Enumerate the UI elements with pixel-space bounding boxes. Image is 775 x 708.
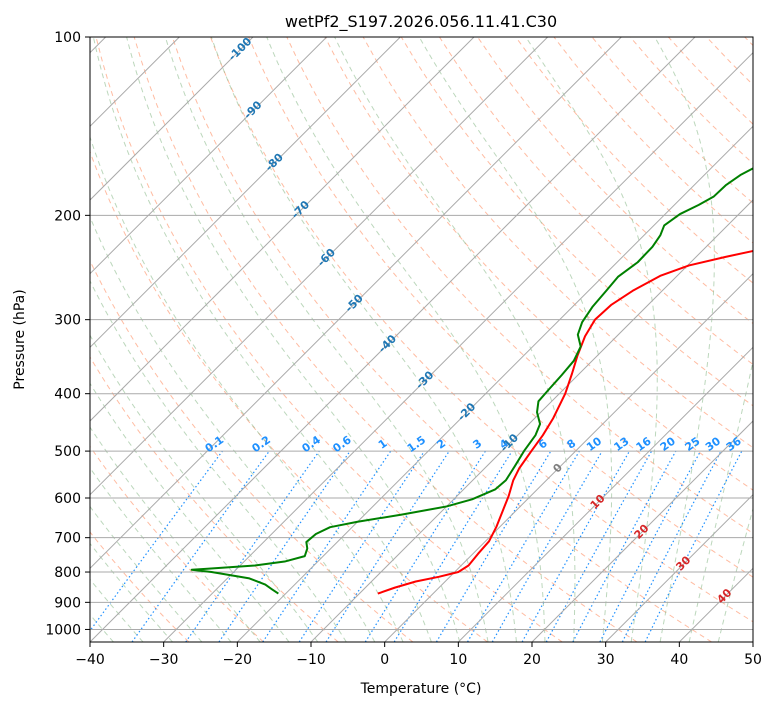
- x-axis: −40 −30 −20 −10 0 10 20 30 40 50: [75, 642, 762, 668]
- y-axis-label: Pressure (hPa): [12, 289, 28, 389]
- isotherm-line: [90, 37, 328, 275]
- chart-title: wetPf2_S197.2026.056.11.41.C30: [285, 12, 557, 32]
- y-axis: 100 200 300 400 500 600 700 800 900 1000: [45, 30, 90, 638]
- mixing-ratio-line: [545, 450, 653, 642]
- x-tick-label: 20: [523, 652, 541, 668]
- isotherm-line: [310, 199, 753, 642]
- isotherm-line: [605, 493, 753, 642]
- isotherm-line: [90, 37, 622, 570]
- moist-adiabat: [90, 542, 173, 642]
- y-tick-label: 500: [54, 444, 81, 460]
- dry-adiabat: [95, 37, 563, 642]
- mixing-ratio-line: [521, 450, 631, 642]
- isotherm-line: [90, 37, 549, 496]
- y-tick-label: 600: [54, 491, 81, 507]
- dry-adiabat: [210, 37, 753, 623]
- moist-adiabat: [266, 37, 546, 642]
- moist-adiabat: [126, 37, 461, 642]
- moist-adiabat: [90, 382, 290, 642]
- dewpoint-trace: [190, 167, 753, 595]
- mixing-ratio-line: [131, 450, 270, 642]
- x-tick-label: 0: [380, 652, 389, 668]
- isotherm-line: [531, 420, 753, 642]
- mixing-ratio-line: [90, 450, 223, 632]
- isotherm-line: [90, 37, 254, 201]
- dry-adiabat: [90, 531, 190, 642]
- x-tick-label: −20: [223, 652, 253, 668]
- isotherm-line: [457, 346, 753, 642]
- x-tick-label: 40: [670, 652, 688, 668]
- x-tick-label: −40: [75, 652, 105, 668]
- dry-adiabat: [515, 37, 753, 284]
- x-tick-label: −30: [149, 652, 179, 668]
- isotherm-line: [384, 272, 753, 642]
- mixing-ratio-line: [218, 450, 351, 642]
- dry-adiabat: [400, 37, 753, 407]
- y-tick-label: 200: [54, 208, 81, 224]
- y-tick-label: 400: [54, 387, 81, 403]
- isotherm-line: [90, 37, 401, 349]
- moist-adiabat: [90, 505, 203, 642]
- plot-frame: [89, 36, 754, 643]
- x-tick-label: −10: [296, 652, 326, 668]
- moist-adiabat: [90, 215, 376, 642]
- y-tick-label: 1000: [45, 622, 81, 638]
- dry-adiabat: [90, 356, 339, 642]
- mixing-ratio-line: [325, 450, 450, 642]
- mixing-ratio-line: [262, 450, 392, 642]
- y-tick-label: 700: [54, 531, 81, 547]
- y-tick-label: 100: [54, 30, 81, 46]
- isotherm-line: [90, 37, 475, 422]
- mixing-ratio-line: [572, 450, 677, 642]
- isobar-gridlines: [90, 37, 753, 630]
- dry-adiabat: [248, 37, 753, 578]
- mixing-ratio-line: [298, 450, 425, 642]
- moist-adiabat: [164, 37, 489, 642]
- temperature-trace: [377, 249, 753, 595]
- x-tick-label: 30: [597, 652, 615, 668]
- moist-adiabat: [90, 467, 232, 642]
- mixing-ratio-line: [644, 450, 743, 642]
- moist-adiabat: [90, 426, 261, 642]
- y-tick-label: 300: [54, 313, 81, 329]
- isotherm-line: [163, 51, 753, 642]
- x-tick-label: 10: [449, 652, 467, 668]
- y-tick-label: 800: [54, 565, 81, 581]
- y-tick-label: 900: [54, 595, 81, 611]
- moist-adiabats: [90, 37, 753, 642]
- moist-adiabat: [90, 578, 144, 642]
- moist-adiabat: [90, 135, 404, 642]
- isotherm-line: [236, 125, 753, 642]
- isotherm-line: [90, 37, 696, 642]
- moist-adiabat: [418, 37, 613, 642]
- mixing-ratio-line: [185, 450, 320, 642]
- sounding-traces: [190, 167, 753, 595]
- moist-adiabat: [92, 37, 432, 642]
- x-axis-label: Temperature (°C): [360, 681, 482, 697]
- moist-adiabat: [90, 334, 319, 642]
- moist-adiabat: [210, 37, 517, 642]
- dry-adiabat: [90, 445, 264, 642]
- x-tick-label: 50: [744, 652, 762, 668]
- moist-adiabat: [654, 37, 715, 642]
- moist-adiabat: [334, 37, 576, 642]
- dry-adiabat: [90, 150, 488, 642]
- isotherm-gridlines: [90, 37, 753, 642]
